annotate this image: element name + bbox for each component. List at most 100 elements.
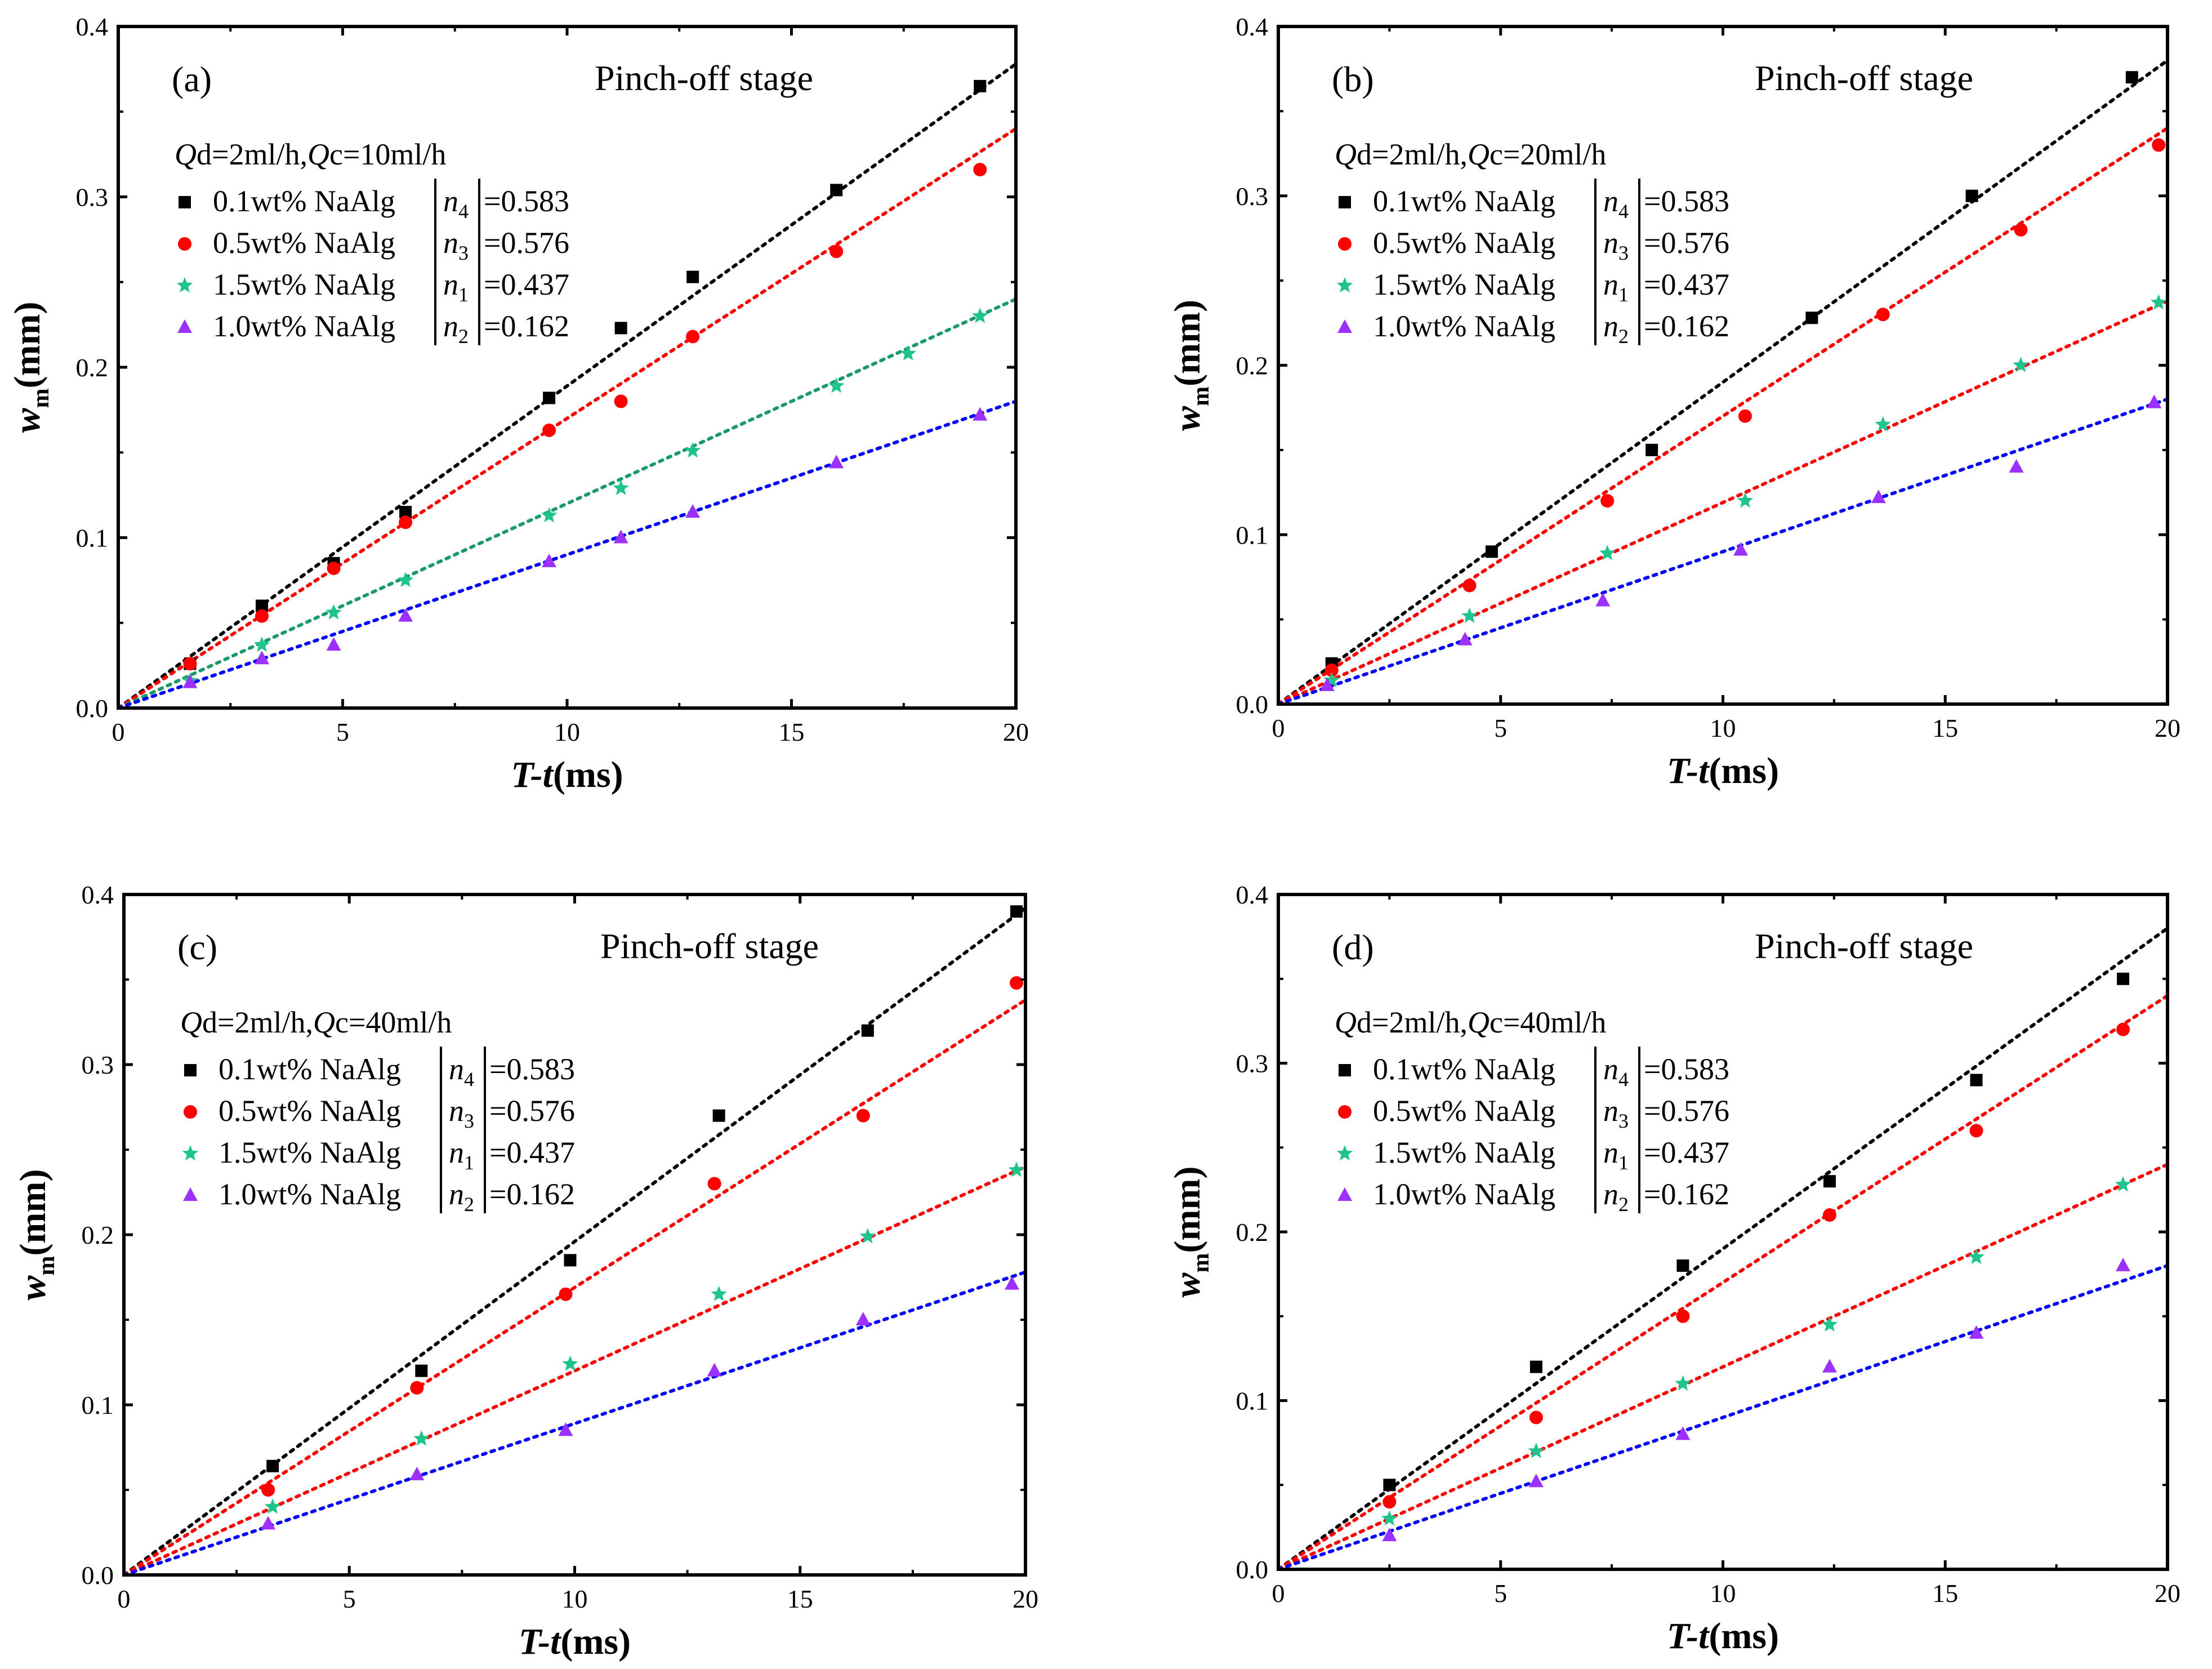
data-point-s2-8 (830, 244, 844, 259)
exponent-symbol: n (1603, 1136, 1618, 1169)
qd-sub: d (1357, 137, 1372, 171)
exponent-sub: 1 (458, 283, 469, 306)
legend-exponent: n1 (1603, 1136, 1629, 1174)
data-point-s4-4 (707, 1363, 722, 1377)
y-axis-label-sub: m (1188, 386, 1214, 406)
legend-item-4: 1.0wt% NaAlg n2 =0.162 (177, 304, 569, 348)
y-tick-label: 0.1 (1236, 1387, 1269, 1416)
legend-marker (177, 319, 192, 333)
x-axis-label-var: T-t (511, 754, 554, 795)
legend-marker (1336, 277, 1353, 293)
data-point-s3-5 (1968, 1248, 1984, 1265)
data-point-s4-6 (613, 529, 628, 544)
legend-exponent: n2 (1603, 1177, 1629, 1216)
exponent-sub: 1 (464, 1151, 474, 1174)
legend-item-3: 1.5wt% NaAlg n1 =0.437 (1336, 1130, 1729, 1174)
data-point-s1-1 (1383, 1479, 1396, 1492)
legend-exponent: n2 (443, 309, 469, 348)
data-point-s3-5 (859, 1228, 876, 1244)
plot-frame (1277, 893, 2169, 1571)
legend-label: 1.5wt% NaAlg (1373, 1136, 1555, 1169)
exponent-symbol: n (449, 1094, 464, 1128)
data-point-s3-3 (1675, 1375, 1691, 1391)
legend-label: 0.1wt% NaAlg (218, 1052, 401, 1086)
chart-panel-3: 0 5 10 15 20 0.0 0.1 0.2 0.3 0.4 T-t(ms) wm(mm) (c) P… (12, 880, 1038, 1662)
qd-value: =2ml/h, (217, 1005, 313, 1039)
data-point-s2-3 (327, 561, 341, 575)
y-axis-label: wm(mm) (12, 1169, 60, 1301)
legend-label: 0.1wt% NaAlg (213, 184, 395, 218)
x-axis-label-var: T-t (1667, 1615, 1710, 1657)
legend-exponent-value: =0.583 (489, 1052, 575, 1086)
y-tick-label: 0.3 (82, 1051, 114, 1079)
x-axis-label-var: T-t (1667, 750, 1710, 791)
data-point-s1-6 (2117, 972, 2130, 985)
legend-label: 0.5wt% NaAlg (1373, 226, 1555, 260)
fit-line-3 (117, 297, 1018, 710)
data-point-s4-8 (829, 455, 844, 469)
exponent-sub: 3 (1618, 242, 1629, 264)
qc-sub: c (1489, 1005, 1503, 1039)
plot-frame (117, 25, 1018, 710)
data-point-s4-9 (973, 407, 988, 421)
data-point-s4-1 (1382, 1528, 1397, 1542)
qd-symbol: Q (180, 1005, 202, 1039)
y-tick-label: 0.1 (76, 524, 109, 553)
data-point-s2-2 (1529, 1410, 1543, 1425)
exponent-symbol: n (443, 226, 458, 260)
data-point-s4-4 (1822, 1359, 1837, 1373)
y-tick-label: 0.0 (1236, 1555, 1269, 1584)
exponent-sub: 3 (464, 1110, 474, 1132)
data-point-s3-5 (541, 507, 558, 523)
exponent-symbol: n (449, 1136, 464, 1169)
y-axis-label-unit: (mm) (1167, 300, 1208, 386)
exponent-sub: 4 (464, 1068, 474, 1091)
legend-label: 1.5wt% NaAlg (1373, 268, 1555, 301)
x-tick-label: 0 (112, 718, 125, 746)
data-point-s3-1 (1381, 1510, 1398, 1526)
qd-value: =2ml/h, (1372, 1005, 1468, 1039)
y-tick-label: 0.2 (76, 353, 109, 382)
y-axis-label-unit: (mm) (12, 1169, 53, 1256)
exponent-sub: 4 (1618, 200, 1629, 222)
data-point-s3-6 (613, 479, 629, 495)
x-tick-label: 5 (336, 718, 349, 746)
data-point-s1-2 (1485, 545, 1498, 558)
legend-item-1: 0.1wt% NaAlg n4 =0.583 (1339, 1047, 1729, 1091)
legend-item-2: 0.5wt% NaAlg n3 =0.576 (178, 220, 569, 264)
data-point-s1-8 (830, 184, 843, 197)
legend-exponent: n3 (1603, 226, 1629, 264)
data-point-s3-2 (1461, 607, 1478, 623)
fit-line-3 (1277, 299, 2169, 706)
y-tick-label: 0.4 (1236, 880, 1269, 909)
exponent-symbol: n (1603, 268, 1618, 301)
data-point-s2-6 (614, 394, 628, 408)
qd-sub: d (202, 1005, 217, 1039)
legend-marker (176, 277, 193, 293)
exponent-symbol: n (443, 309, 458, 343)
qc-value: =40ml/h (1503, 1005, 1606, 1039)
data-point-s3-4 (1821, 1316, 1838, 1332)
legend-exponent: n1 (1603, 268, 1629, 306)
x-tick-label: 20 (2155, 1579, 2180, 1608)
data-point-s3-3 (1599, 545, 1616, 560)
data-point-s1-3 (1645, 443, 1658, 456)
data-point-s3-10 (972, 308, 988, 323)
x-tick-label: 5 (1494, 1579, 1507, 1608)
data-point-s3-1 (264, 1498, 281, 1514)
fit-line-2 (1277, 994, 2169, 1571)
legend-item-1: 0.1wt% NaAlg n4 =0.583 (184, 1047, 575, 1091)
x-tick-label: 0 (1272, 714, 1285, 742)
data-point-s2-6 (2014, 222, 2028, 237)
fit-line-4 (122, 1270, 1027, 1577)
x-tick-label: 20 (2155, 714, 2180, 742)
data-point-s4-3 (558, 1422, 573, 1436)
legend-exponent-value: =0.576 (484, 226, 569, 260)
panel-label: (a) (172, 59, 212, 99)
exponent-symbol: n (1603, 309, 1618, 343)
y-tick-label: 0.4 (76, 12, 109, 41)
legend-marker (1337, 319, 1352, 333)
legend-exponent-value: =0.576 (1644, 226, 1729, 260)
data-point-s2-1 (261, 1483, 275, 1497)
